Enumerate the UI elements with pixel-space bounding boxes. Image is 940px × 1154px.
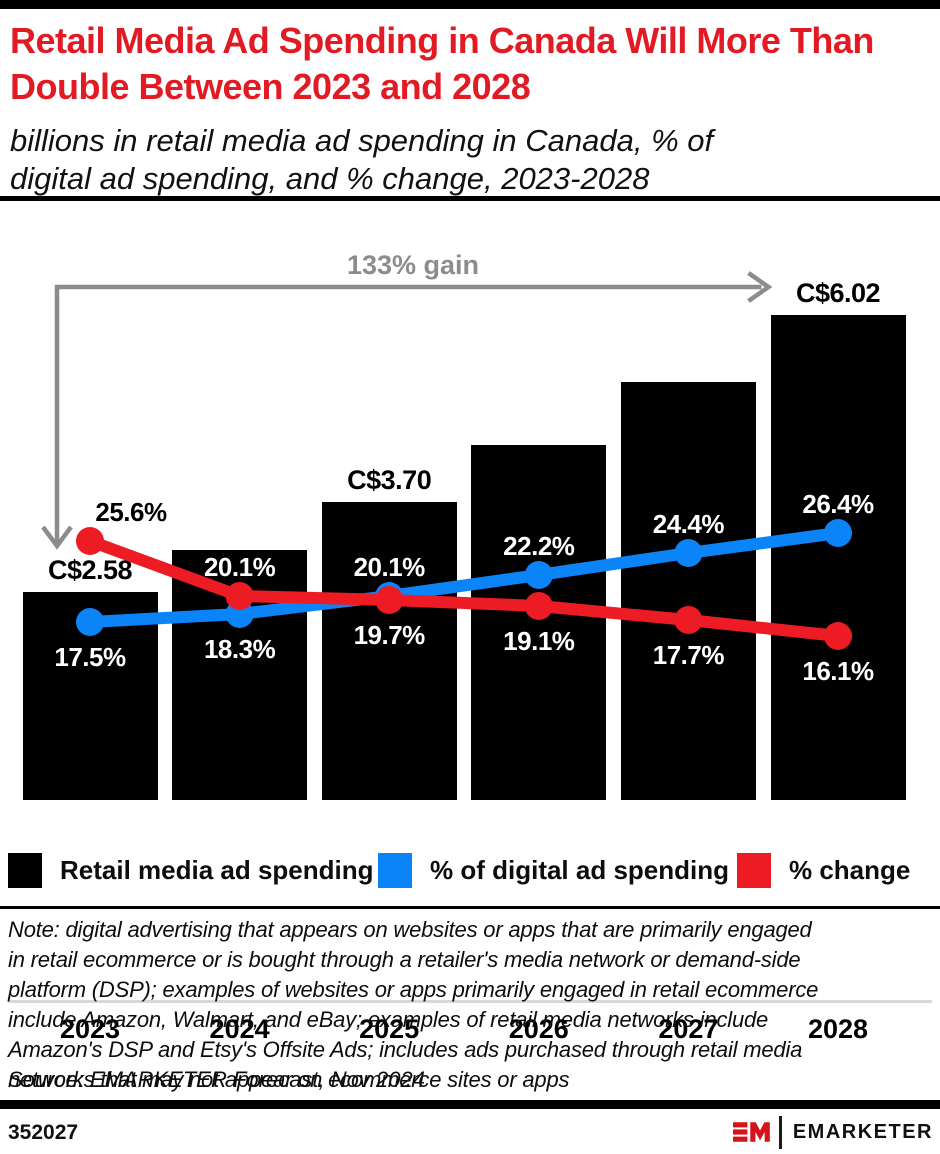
pct-label-pct-digital-2026: 22.2% [503,531,575,561]
page-subtitle: billions in retail media ad spending in … [10,123,714,196]
legend-item-pct-digital: % of digital ad spending [378,853,729,888]
x-axis-label-2028: 2028 [807,1014,869,1044]
pct-label-pct-change-2024: 20.1% [203,552,276,582]
bar-value-label-2023: C$2.58 [47,555,133,586]
gain-annotation-label: 133% gain [346,250,480,280]
bar-2028 [770,315,906,800]
x-axis-label-2026: 2026 [508,1014,569,1044]
legend-item-pct-change: % change [737,853,910,888]
note-text: Note: digital advertising that appears o… [8,917,819,1092]
legend-swatch-blue [378,853,412,888]
page-title: Retail Media Ad Spending in Canada Will … [10,20,874,107]
source-text: Source: EMARKETER Forecast, Nov 2024 [8,1067,425,1092]
bar-2027 [620,381,756,800]
legend-label: Retail media ad spending [60,855,374,885]
pct-label-pct-change-2025: 19.7% [353,620,426,650]
x-axis-label-2024: 2024 [209,1014,270,1044]
footer-black-bar [0,1100,940,1109]
chart-area: C$2.58 C$3.70 C$6.02 2023 2024 2025 2026 2027 20… [0,201,940,1044]
pct-label-pct-change-2023: 25.6% [95,497,167,527]
chart-legend: Retail media ad spending % of digital ad… [0,853,940,889]
emarketer-logo: EMARKETER [733,1112,933,1152]
emarketer-logo-icon [733,1122,770,1142]
pct-label-pct-change-2028: 16.1% [802,656,874,686]
legend-swatch-red [737,853,771,888]
pct-label-pct-digital-2025: 20.1% [353,552,426,582]
bar-value-label-2028: C$6.02 [795,278,881,309]
chart-id: 352027 [8,1121,79,1144]
pct-label-pct-digital-2027: 24.4% [652,509,725,539]
legend-label: % of digital ad spending [430,855,729,885]
bar-2024 [172,550,308,800]
pct-label-pct-digital-2023: 17.5% [54,642,126,672]
x-axis-line [8,1000,932,1003]
top-black-bar [0,0,940,9]
pct-label-pct-digital-2024: 18.3% [203,634,276,664]
pct-label-pct-change-2026: 19.1% [503,626,575,656]
legend-swatch-black [8,853,42,888]
x-axis-label-2025: 2025 [359,1014,420,1044]
brand-name: EMARKETER [792,1120,933,1143]
pct-label-pct-change-2027: 17.7% [652,640,725,670]
x-axis-label-2023: 2023 [59,1014,121,1044]
legend-label: % change [789,855,911,885]
bar-value-label-2025: C$3.70 [347,464,432,495]
x-axis-label-2027: 2027 [658,1014,719,1044]
header-divider [0,196,940,201]
legend-item-retail-media: Retail media ad spending [8,853,374,888]
bar-2023 [22,592,158,800]
note-divider [0,906,940,909]
pct-label-pct-digital-2028: 26.4% [802,489,874,519]
logo-divider [778,1115,782,1149]
bar-2026 [471,444,607,800]
